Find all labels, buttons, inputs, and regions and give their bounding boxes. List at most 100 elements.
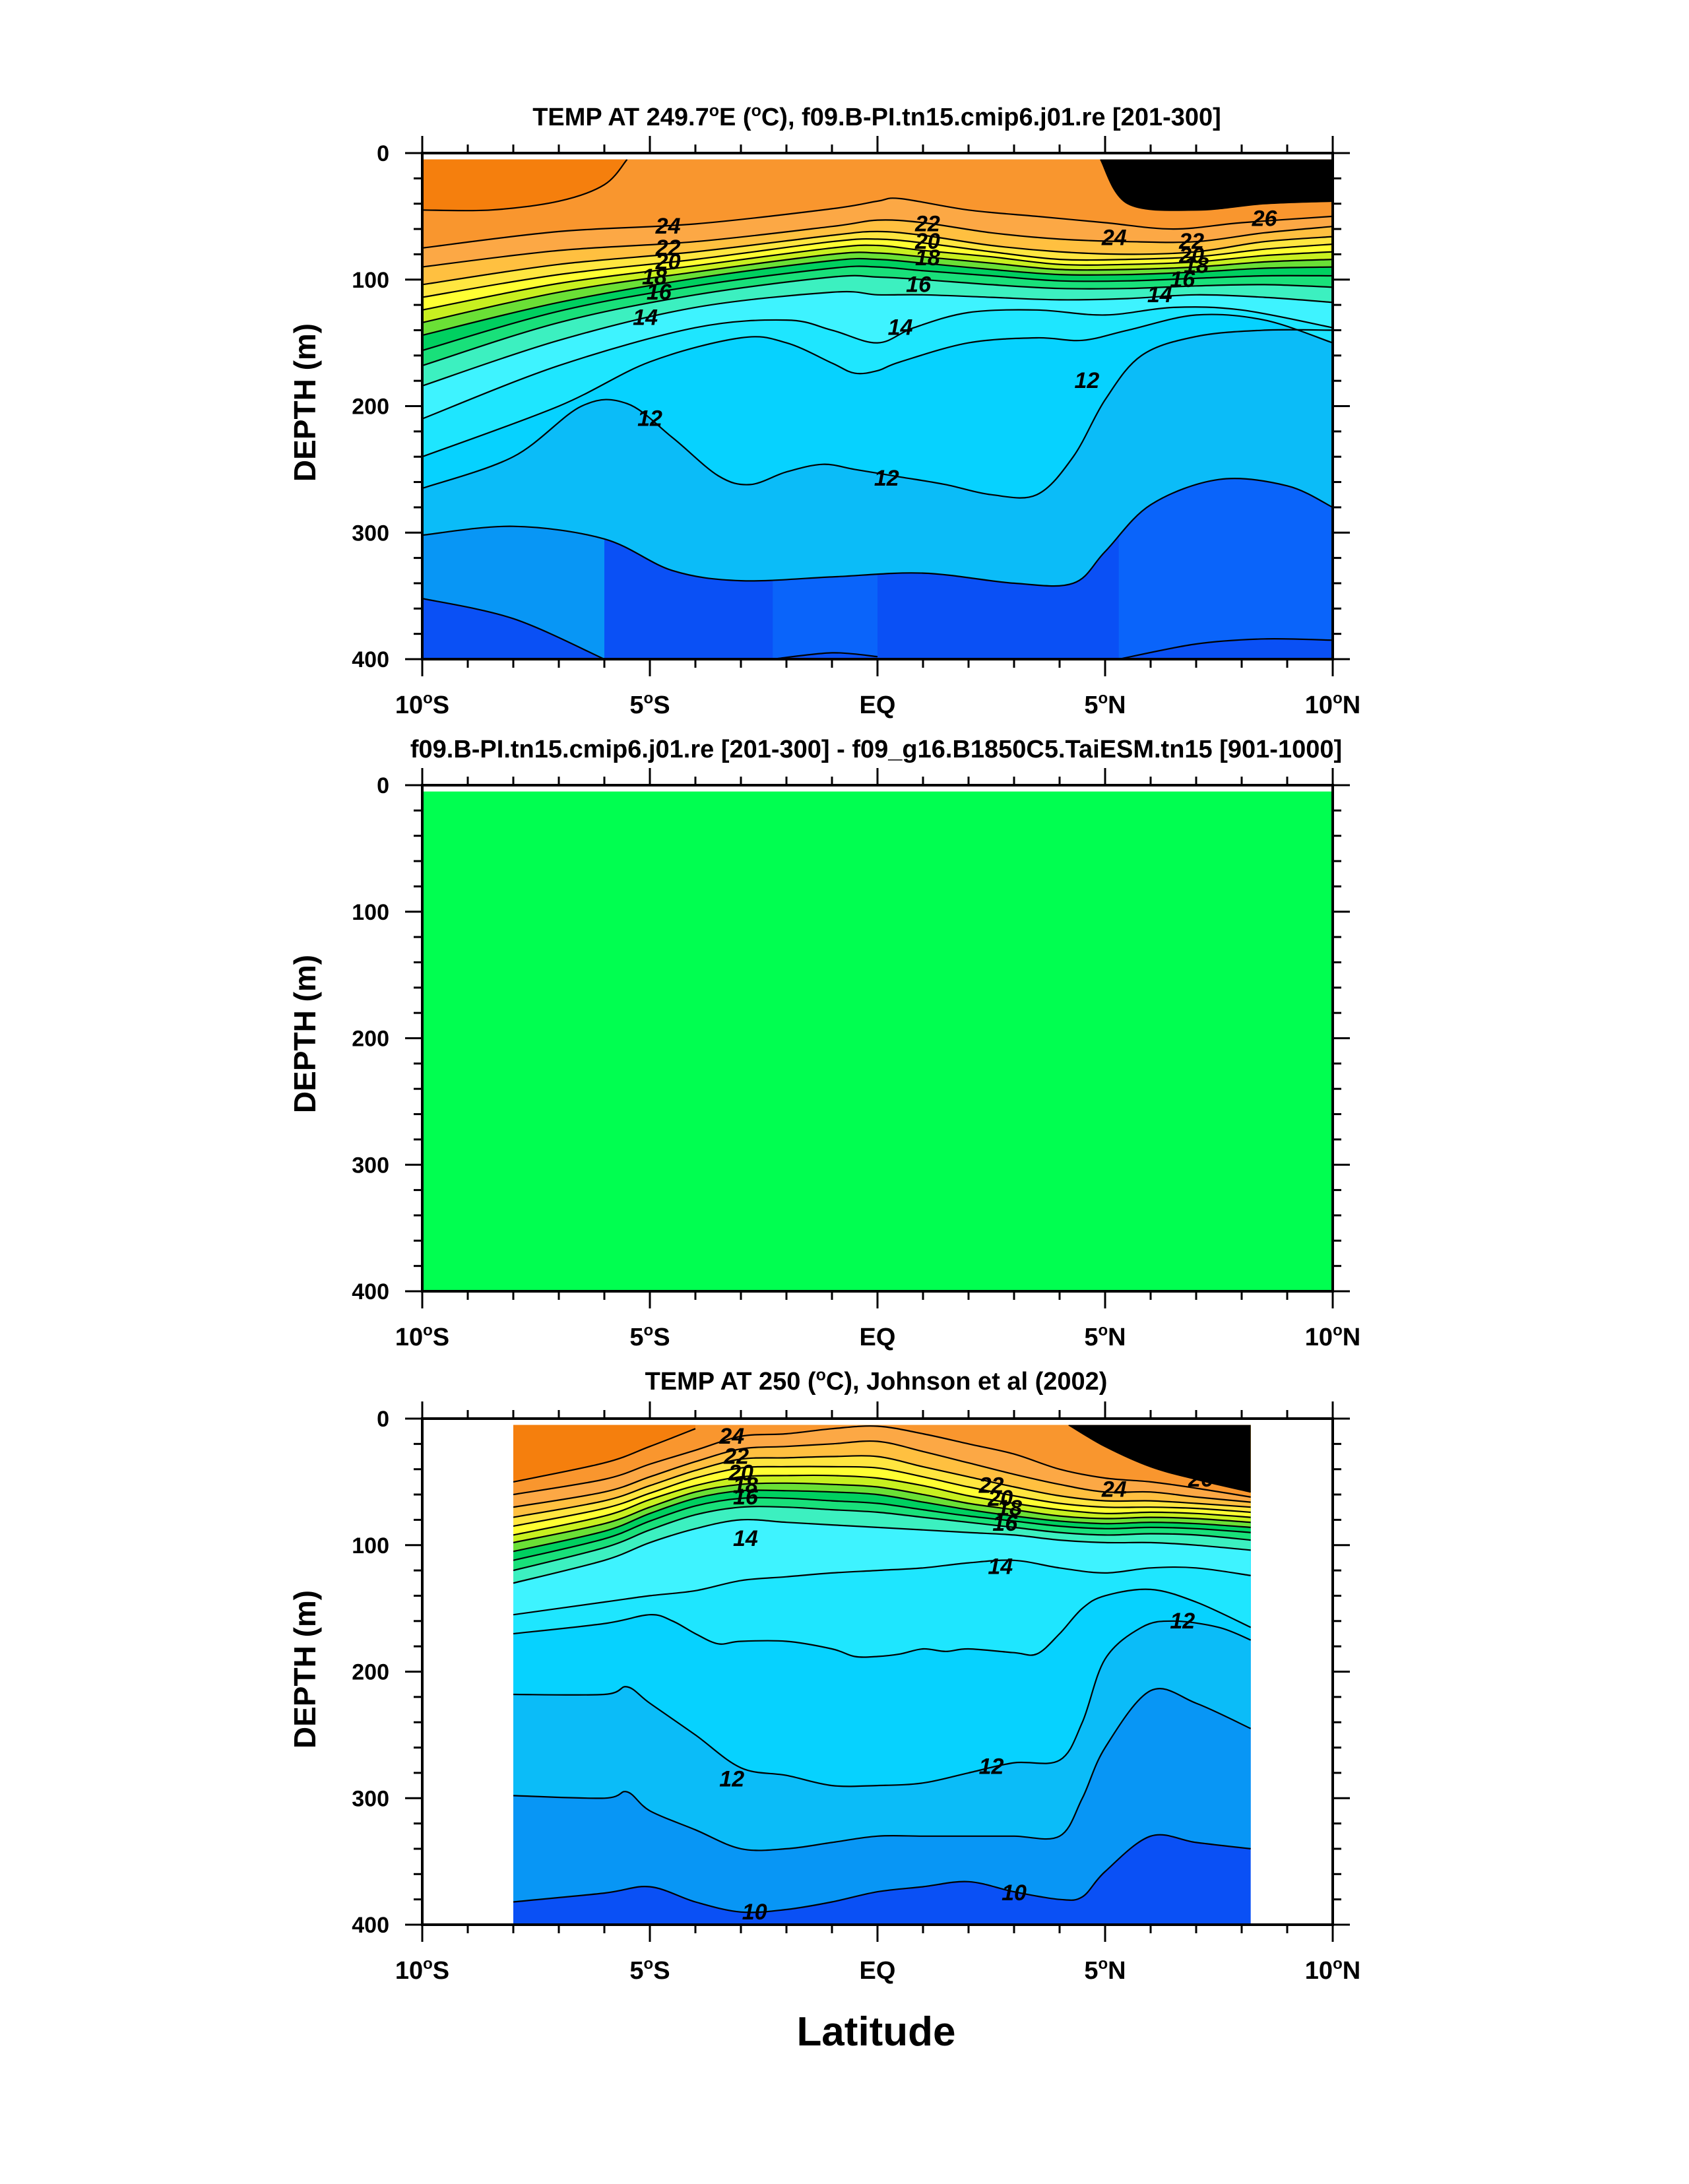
y-tick-labels: 0 100 200 300 400 <box>352 1407 389 1938</box>
contour-line-19 <box>513 1482 1251 1543</box>
contour-label: 12 <box>1074 368 1099 393</box>
contour-label: 20 <box>987 1486 1013 1511</box>
contour-label: 18 <box>642 265 667 290</box>
contour-line-26 <box>1100 159 1333 211</box>
y-tick-label: 0 <box>377 773 389 798</box>
fill-band-25 <box>422 159 627 211</box>
contour-line-15 <box>422 290 1333 387</box>
contour-labels: 2422201816142220181614242622201816141212… <box>633 207 1277 491</box>
contour-label: 10 <box>742 1900 767 1925</box>
contour-label: 12 <box>719 1766 744 1791</box>
contour-label: 24 <box>1101 225 1127 250</box>
contour-line-13 <box>422 313 1333 458</box>
contour-label: 22 <box>723 1444 749 1469</box>
x-tick-label: 5oS <box>629 1955 670 1985</box>
x-tick-label: 5oS <box>629 690 670 719</box>
contour-line-22 <box>422 230 1333 286</box>
fill-band-26 <box>1100 159 1333 210</box>
fill-band-24 <box>422 159 1333 248</box>
y-tick-label: 300 <box>352 521 389 546</box>
contour-line-24 <box>422 197 1333 249</box>
contour-line-9 <box>1118 638 1333 659</box>
contour-label: 26 <box>1252 207 1278 232</box>
y-tick-label: 200 <box>352 1027 389 1052</box>
contour-label: 24 <box>655 214 681 239</box>
contour-label: 14 <box>733 1526 758 1551</box>
contour-line-18 <box>513 1489 1251 1553</box>
axis-ticks <box>405 768 1350 1308</box>
contour-label: 18 <box>1184 253 1209 278</box>
y-tick-label: 400 <box>352 1279 389 1304</box>
panel-title: TEMP AT 250 (oC), Johnson et al (2002) <box>645 1366 1108 1396</box>
contour-line-26 <box>1068 1425 1251 1493</box>
contour-label: 18 <box>733 1473 758 1498</box>
panel-observed-temperature: TEMP AT 250 (oC), Johnson et al (2002) 2… <box>288 1366 1360 1985</box>
difference-fill-area <box>422 791 1333 1291</box>
contour-label: 12 <box>637 406 662 432</box>
contour-label: 20 <box>728 1460 753 1485</box>
contour-label: 12 <box>874 466 899 491</box>
contour-plot-area <box>513 1425 1251 1925</box>
contour-label: 14 <box>988 1554 1013 1579</box>
contour-lines <box>422 159 1333 659</box>
contour-line-10 <box>422 597 605 659</box>
contour-label: 22 <box>978 1473 1004 1498</box>
contour-line-17 <box>422 265 1333 352</box>
y-tick-label: 0 <box>377 1407 389 1432</box>
contour-line-18 <box>422 257 1333 337</box>
panel-model-difference: f09.B-PI.tn15.cmip6.j01.re [201-300] - f… <box>288 736 1360 1351</box>
y-axis-label: DEPTH (m) <box>288 955 322 1113</box>
contour-lines <box>513 1425 1251 1913</box>
x-tick-labels: 10oS 5oS EQ 5oN 10oN <box>395 1322 1360 1351</box>
contour-line-21 <box>513 1465 1251 1527</box>
contour-label: 16 <box>1170 267 1195 292</box>
contour-line-15 <box>513 1518 1251 1584</box>
x-tick-label: 10oN <box>1305 1955 1360 1985</box>
x-tick-label: 5oN <box>1084 1322 1126 1351</box>
y-tick-label: 200 <box>352 395 389 420</box>
fill-band-24 <box>513 1425 1251 1497</box>
contour-label: 22 <box>1178 229 1204 254</box>
x-tick-label: 10oN <box>1305 1322 1360 1351</box>
fill-band-26 <box>1068 1425 1251 1493</box>
contour-label: 16 <box>906 272 932 297</box>
contour-line-13 <box>513 1588 1251 1658</box>
contour-line-16 <box>513 1506 1251 1572</box>
contour-line-21 <box>422 238 1333 298</box>
contour-label: 20 <box>914 229 940 254</box>
y-tick-label: 100 <box>352 268 389 293</box>
x-tick-label: 10oS <box>395 1322 449 1351</box>
contour-label: 12 <box>979 1754 1004 1779</box>
y-tick-label: 300 <box>352 1786 389 1811</box>
contour-plot-area <box>422 159 1333 659</box>
contour-label: 26 <box>1188 1467 1214 1492</box>
contour-line-16 <box>422 274 1333 367</box>
contour-label: 14 <box>888 315 913 340</box>
x-axis-label: Latitude <box>796 2009 955 2055</box>
y-tick-label: 100 <box>352 900 389 925</box>
contour-label: 16 <box>733 1485 759 1510</box>
y-tick-label: 400 <box>352 1913 389 1938</box>
contour-line-25 <box>513 1428 696 1483</box>
contour-line-11 <box>422 478 1333 587</box>
y-tick-labels: 0 100 200 300 400 <box>352 141 389 672</box>
contour-line-24 <box>513 1425 1251 1498</box>
x-tick-labels: 10oS 5oS EQ 5oN 10oN <box>395 690 1360 719</box>
contour-label: 18 <box>997 1496 1022 1521</box>
contour-line-19 <box>422 251 1333 323</box>
y-tick-label: 100 <box>352 1533 389 1558</box>
contour-label: 14 <box>633 305 658 330</box>
contour-label: 20 <box>1178 243 1204 268</box>
x-tick-label: 10oS <box>395 690 449 719</box>
panel-model-temperature: TEMP AT 249.7oE (oC), f09.B-PI.tn15.cmip… <box>288 102 1360 719</box>
x-tick-label: EQ <box>860 1957 896 1985</box>
contour-line-22 <box>513 1455 1251 1518</box>
axis-ticks <box>405 136 1350 676</box>
contour-line-20 <box>513 1474 1251 1536</box>
contour-line-11 <box>513 1687 1251 1851</box>
y-tick-label: 300 <box>352 1153 389 1178</box>
contour-label: 22 <box>655 236 681 261</box>
x-tick-label: 5oN <box>1084 690 1126 719</box>
